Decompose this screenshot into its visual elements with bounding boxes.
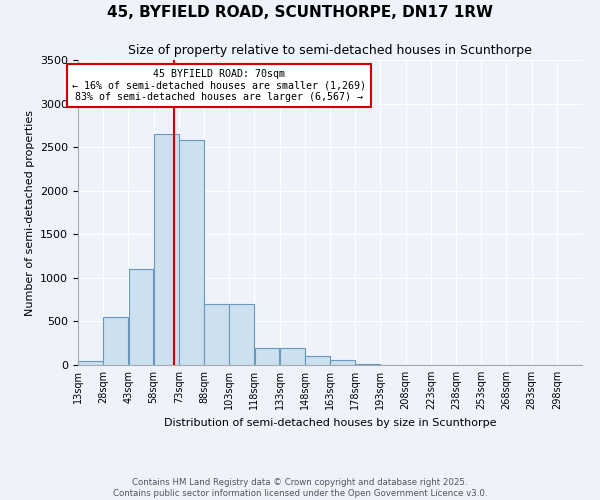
Bar bbox=[179, 140, 204, 365]
Bar bbox=[355, 364, 380, 365]
Bar bbox=[128, 269, 154, 365]
Bar bbox=[204, 304, 229, 365]
Text: 45 BYFIELD ROAD: 70sqm
← 16% of semi-detached houses are smaller (1,269)
83% of : 45 BYFIELD ROAD: 70sqm ← 16% of semi-det… bbox=[72, 69, 366, 102]
Title: Size of property relative to semi-detached houses in Scunthorpe: Size of property relative to semi-detach… bbox=[128, 44, 532, 58]
Y-axis label: Number of semi-detached properties: Number of semi-detached properties bbox=[25, 110, 35, 316]
Bar bbox=[254, 348, 280, 365]
Bar bbox=[78, 360, 103, 365]
Text: 45, BYFIELD ROAD, SCUNTHORPE, DN17 1RW: 45, BYFIELD ROAD, SCUNTHORPE, DN17 1RW bbox=[107, 5, 493, 20]
Bar bbox=[330, 360, 355, 365]
Text: Contains HM Land Registry data © Crown copyright and database right 2025.
Contai: Contains HM Land Registry data © Crown c… bbox=[113, 478, 487, 498]
Bar bbox=[154, 134, 179, 365]
Bar bbox=[103, 317, 128, 365]
Bar bbox=[229, 304, 254, 365]
Bar bbox=[305, 356, 330, 365]
Bar bbox=[280, 348, 305, 365]
X-axis label: Distribution of semi-detached houses by size in Scunthorpe: Distribution of semi-detached houses by … bbox=[164, 418, 496, 428]
